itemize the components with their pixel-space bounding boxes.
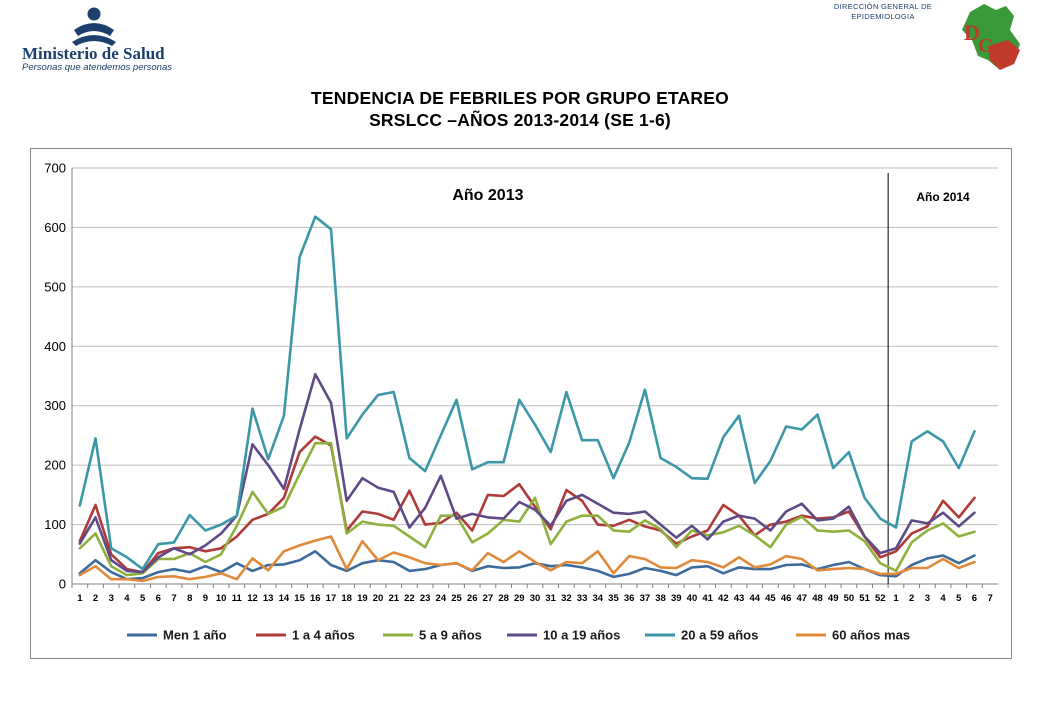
x-tick-label: 9 bbox=[203, 593, 208, 604]
x-tick-label: 29 bbox=[514, 593, 525, 604]
x-tick-label: 28 bbox=[498, 593, 509, 604]
chart-subtitle: SRSLCC –AÑOS 2013-2014 (SE 1-6) bbox=[369, 110, 671, 130]
y-tick-label: 0 bbox=[59, 577, 66, 592]
x-tick-label: 31 bbox=[545, 593, 556, 604]
x-tick-label: 2 bbox=[93, 593, 98, 604]
x-tick-label: 39 bbox=[671, 593, 682, 604]
x-tick-label: 4 bbox=[124, 593, 130, 604]
x-tick-label: 45 bbox=[765, 593, 776, 604]
x-tick-label: 50 bbox=[844, 593, 855, 604]
ministerio-de-salud-logo bbox=[72, 7, 116, 46]
x-tick-label: 7 bbox=[988, 593, 993, 604]
svg-text:G: G bbox=[978, 35, 994, 57]
legend-label: 60 años mas bbox=[832, 628, 910, 643]
chart-frame: 0 100 200 300 400 500 600 700 1 2 3 4 5 6 7 8 9 10 11 12 13 1… bbox=[30, 148, 1012, 659]
x-tick-label: 23 bbox=[420, 593, 431, 604]
x-tick-label: 21 bbox=[388, 593, 399, 604]
period-label-2014: Año 2014 bbox=[916, 190, 970, 204]
x-tick-label: 47 bbox=[797, 593, 808, 604]
y-tick-label: 300 bbox=[44, 398, 66, 413]
legend-label: Men 1 año bbox=[163, 628, 227, 643]
dge-caption: DIRECCIÓN GENERAL DE EPIDEMIOLOGIA bbox=[828, 2, 938, 22]
x-tick-label: 41 bbox=[702, 593, 713, 604]
x-tick-label: 24 bbox=[436, 593, 447, 604]
x-tick-label: 15 bbox=[294, 593, 305, 604]
x-tick-label: 13 bbox=[263, 593, 274, 604]
ministry-tagline: Personas que atendemos personas bbox=[22, 62, 172, 73]
x-tick-label: 20 bbox=[373, 593, 384, 604]
x-tick-label: 8 bbox=[187, 593, 192, 604]
x-tick-label: 18 bbox=[341, 593, 352, 604]
series-line-1 bbox=[78, 549, 976, 581]
ministry-name: Ministerio de Salud bbox=[22, 44, 165, 63]
x-tick-label: 22 bbox=[404, 593, 415, 604]
x-tick-label: 1 bbox=[893, 593, 899, 604]
y-tick-label: 100 bbox=[44, 517, 66, 532]
x-tick-label: 33 bbox=[577, 593, 588, 604]
period-label-2013: Año 2013 bbox=[452, 187, 523, 204]
x-tick-label: 1 bbox=[77, 593, 83, 604]
legend-label: 1 a 4 años bbox=[292, 628, 355, 643]
y-tick-label: 200 bbox=[44, 458, 66, 473]
x-tick-label: 30 bbox=[530, 593, 541, 604]
x-tick-label: 34 bbox=[592, 593, 603, 604]
x-tick-label: 40 bbox=[687, 593, 698, 604]
x-tick-label: 26 bbox=[467, 593, 478, 604]
series-line-3 bbox=[78, 441, 976, 577]
x-tick-label: 5 bbox=[140, 593, 146, 604]
x-tick-label: 51 bbox=[859, 593, 870, 604]
x-tick-label: 32 bbox=[561, 593, 572, 604]
x-tick-label: 6 bbox=[972, 593, 977, 604]
x-tick-label: 25 bbox=[451, 593, 462, 604]
series-line-6 bbox=[78, 535, 976, 583]
x-tick-label: 4 bbox=[940, 593, 946, 604]
x-tick-label: 6 bbox=[156, 593, 161, 604]
x-tick-label: 46 bbox=[781, 593, 792, 604]
x-tick-label: 3 bbox=[925, 593, 930, 604]
chart-title: TENDENCIA DE FEBRILES POR GRUPO ETAREO bbox=[311, 88, 729, 108]
x-tick-label: 36 bbox=[624, 593, 635, 604]
y-tick-label: 600 bbox=[44, 220, 66, 235]
x-tick-label: 3 bbox=[109, 593, 114, 604]
x-tick-label: 35 bbox=[608, 593, 619, 604]
series-line-4 bbox=[78, 372, 976, 574]
legend-label: 10 a 19 años bbox=[543, 628, 620, 643]
x-tick-label: 49 bbox=[828, 593, 839, 604]
x-tick-label: 37 bbox=[640, 593, 651, 604]
dge-caption-line1: DIRECCIÓN GENERAL DE bbox=[833, 2, 933, 11]
dge-caption-line2: EPIDEMIOLOGIA bbox=[851, 12, 915, 21]
x-tick-label: 48 bbox=[812, 593, 823, 604]
x-tick-label: 27 bbox=[483, 593, 494, 604]
x-tick-label: 10 bbox=[216, 593, 227, 604]
x-tick-label: 44 bbox=[749, 593, 760, 604]
x-tick-label: 38 bbox=[655, 593, 666, 604]
x-tick-label: 17 bbox=[326, 593, 337, 604]
legend-label: 20 a 59 años bbox=[681, 628, 758, 643]
x-tick-label: 7 bbox=[171, 593, 176, 604]
legend-label: 5 a 9 años bbox=[419, 628, 482, 643]
svg-text:E: E bbox=[994, 44, 1006, 64]
series-line-5 bbox=[78, 215, 976, 571]
x-tick-label: 43 bbox=[734, 593, 745, 604]
x-tick-label: 42 bbox=[718, 593, 729, 604]
x-tick-label: 19 bbox=[357, 593, 368, 604]
x-tick-label: 11 bbox=[232, 593, 243, 604]
y-tick-label: 700 bbox=[44, 161, 66, 176]
dge-map-logo: D G E bbox=[962, 4, 1020, 70]
y-tick-label: 500 bbox=[44, 279, 66, 294]
x-tick-label: 5 bbox=[956, 593, 962, 604]
x-tick-label: 14 bbox=[279, 593, 290, 604]
x-tick-label: 16 bbox=[310, 593, 321, 604]
x-tick-label: 52 bbox=[875, 593, 886, 604]
svg-text:D: D bbox=[964, 20, 980, 45]
y-tick-label: 400 bbox=[44, 339, 66, 354]
series-line-2 bbox=[78, 435, 976, 574]
x-tick-label: 2 bbox=[909, 593, 914, 604]
x-tick-label: 12 bbox=[247, 593, 258, 604]
